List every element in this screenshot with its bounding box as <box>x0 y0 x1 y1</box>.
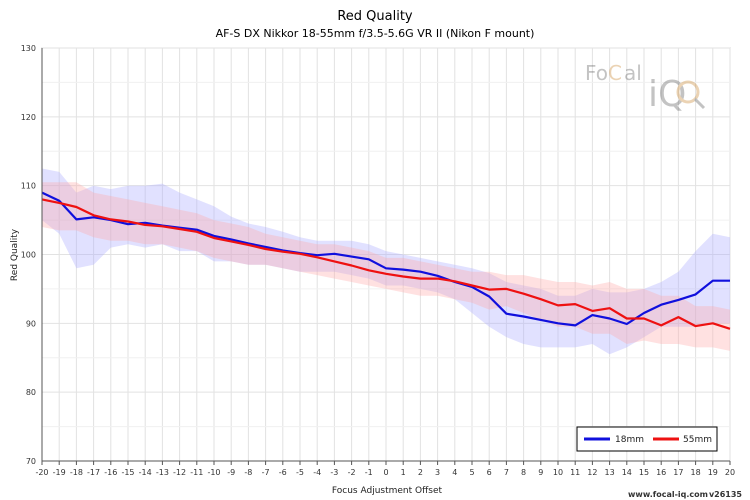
x-tick-label: 7 <box>504 468 509 477</box>
x-tick-label: -16 <box>104 468 117 477</box>
x-tick-label: -6 <box>279 468 287 477</box>
x-tick-label: 15 <box>639 468 649 477</box>
x-tick-label: 6 <box>487 468 492 477</box>
x-tick-label: -20 <box>35 468 48 477</box>
y-tick-label: 110 <box>21 182 36 191</box>
x-tick-label: 19 <box>708 468 718 477</box>
y-tick-label: 70 <box>26 457 36 466</box>
x-tick-label: 0 <box>383 468 388 477</box>
y-tick-label: 120 <box>21 113 36 122</box>
x-tick-label: 2 <box>418 468 423 477</box>
chart-subtitle: AF-S DX Nikkor 18-55mm f/3.5-5.6G VR II … <box>216 27 535 40</box>
series-line-18mm <box>41 191 730 327</box>
x-tick-label: 12 <box>587 468 597 477</box>
x-tick-label: -7 <box>262 468 270 477</box>
watermark-text-al: al <box>624 61 642 85</box>
confidence-bands <box>42 168 730 355</box>
x-tick-label: -9 <box>227 468 235 477</box>
y-axis-label: Red Quality <box>10 228 20 281</box>
x-tick-label: -2 <box>348 468 356 477</box>
x-tick-label: -15 <box>121 468 134 477</box>
x-tick-label: -13 <box>156 468 169 477</box>
focal-iq-watermark: Fo C al iQ <box>585 61 706 115</box>
x-tick-label: 3 <box>435 468 440 477</box>
x-axis-label: Focus Adjustment Offset <box>332 486 443 496</box>
x-tick-label: 17 <box>673 468 683 477</box>
x-tick-label: 4 <box>452 468 457 477</box>
series-lines <box>41 191 731 330</box>
series-line-55mm <box>41 198 731 330</box>
x-tick-label: 9 <box>538 468 543 477</box>
x-tick-label: -18 <box>70 468 83 477</box>
legend-label-18mm: 18mm <box>615 435 644 445</box>
x-tick-label: -10 <box>207 468 220 477</box>
x-tick-label: -1 <box>365 468 373 477</box>
x-tick-label: -5 <box>296 468 304 477</box>
x-tick-label: 18 <box>691 468 701 477</box>
x-tick-label: 16 <box>656 468 666 477</box>
x-tick-label: 14 <box>622 468 632 477</box>
y-tick-label: 100 <box>21 251 36 260</box>
y-tick-label: 80 <box>26 388 36 397</box>
x-tick-label: 13 <box>605 468 615 477</box>
magnifier-icon <box>676 80 706 110</box>
watermark-text-fo: Fo <box>585 61 608 85</box>
legend-label-55mm: 55mm <box>683 435 712 445</box>
watermark-text-iq: iQ <box>648 74 686 115</box>
band-18mm <box>42 168 730 355</box>
x-tick-label: 1 <box>401 468 406 477</box>
y-tick-label: 130 <box>21 44 36 53</box>
watermark-text-c: C <box>608 61 622 85</box>
x-tick-label: -17 <box>87 468 100 477</box>
x-tick-label: 8 <box>521 468 526 477</box>
x-tick-label: -3 <box>330 468 338 477</box>
x-tick-label: -4 <box>313 468 321 477</box>
x-tick-label: -19 <box>53 468 66 477</box>
x-tick-label: -14 <box>139 468 152 477</box>
footer-version: v26135 <box>709 490 742 499</box>
x-tick-label: 11 <box>570 468 580 477</box>
x-tick-label: 20 <box>725 468 735 477</box>
footer-url: www.focal-iq.com <box>628 490 708 499</box>
x-tick-label: -11 <box>190 468 203 477</box>
legend: 18mm 55mm <box>576 426 718 452</box>
axes: -20 -19 -18 -17 -16 -15 -14 -13 -12 -11 -10 -9 -8 -7-… <box>21 44 735 477</box>
grid <box>41 47 731 462</box>
chart-title: Red Quality <box>337 9 413 24</box>
band-55mm <box>42 182 730 351</box>
x-tick-label: -12 <box>173 468 186 477</box>
x-tick-label: 5 <box>469 468 474 477</box>
y-tick-label: 90 <box>26 319 36 328</box>
x-tick-label: -8 <box>244 468 252 477</box>
x-tick-label: 10 <box>553 468 563 477</box>
